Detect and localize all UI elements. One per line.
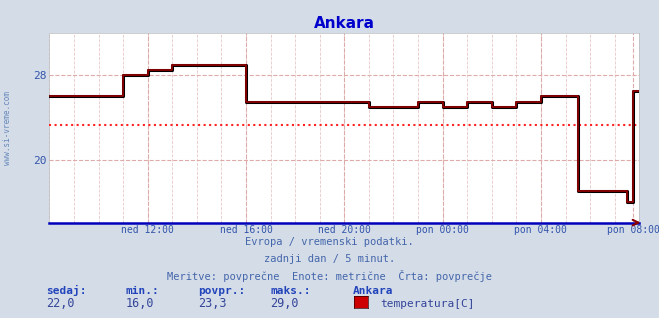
Text: 16,0: 16,0 [125, 297, 154, 310]
Text: 23,3: 23,3 [198, 297, 226, 310]
Text: sedaj:: sedaj: [46, 285, 86, 296]
Text: 22,0: 22,0 [46, 297, 74, 310]
Title: Ankara: Ankara [314, 16, 375, 31]
Text: min.:: min.: [125, 286, 159, 296]
Text: maks.:: maks.: [270, 286, 310, 296]
Text: zadnji dan / 5 minut.: zadnji dan / 5 minut. [264, 254, 395, 264]
Text: Meritve: povprečne  Enote: metrične  Črta: povprečje: Meritve: povprečne Enote: metrične Črta:… [167, 270, 492, 282]
Text: povpr.:: povpr.: [198, 286, 245, 296]
Text: www.si-vreme.com: www.si-vreme.com [3, 91, 13, 165]
Text: temperatura[C]: temperatura[C] [380, 299, 474, 309]
Text: Evropa / vremenski podatki.: Evropa / vremenski podatki. [245, 237, 414, 247]
Text: 29,0: 29,0 [270, 297, 299, 310]
Text: Ankara: Ankara [353, 286, 393, 296]
